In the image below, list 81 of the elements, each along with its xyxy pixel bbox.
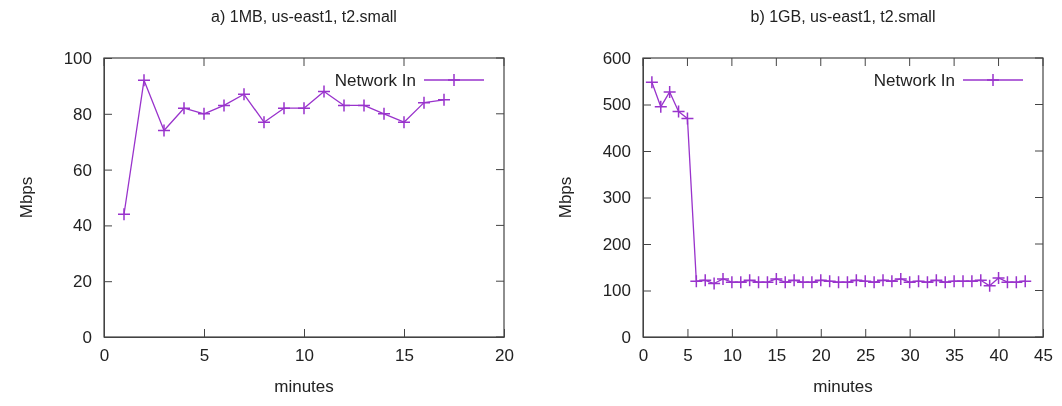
y-tick-label: 100 (602, 281, 631, 301)
x-tick-label: 40 (989, 346, 1009, 366)
point (885, 274, 899, 288)
point (177, 101, 191, 115)
point (137, 73, 151, 88)
y-tick-label: 200 (602, 234, 631, 254)
y-tick-label: 300 (602, 188, 631, 208)
point (257, 115, 271, 129)
y-tick-label: 0 (82, 327, 92, 347)
y-tick-label: 0 (621, 327, 631, 347)
point (357, 98, 371, 113)
x-axis-title: minutes (274, 377, 334, 396)
x-tick-label: 5 (199, 346, 210, 366)
point (337, 98, 351, 113)
point (662, 85, 677, 99)
point (858, 274, 872, 288)
y-tick-label: 600 (602, 48, 631, 68)
point (911, 274, 926, 288)
x-tick-label: 35 (945, 346, 965, 366)
x-tick-label: 10 (295, 346, 314, 366)
point (822, 274, 837, 288)
legend-label: Network In (334, 70, 416, 90)
point (707, 276, 721, 291)
x-axis-title: minutes (813, 377, 873, 396)
point (742, 273, 757, 288)
x-tick-label: 20 (811, 346, 831, 366)
y-tick-label: 80 (73, 104, 92, 124)
y-tick-label: 500 (602, 95, 631, 115)
x-tick-label: 30 (900, 346, 920, 366)
x-tick-label: 0 (99, 346, 110, 366)
point (902, 275, 917, 289)
x-tick-label: 45 (1034, 346, 1053, 366)
chart-title: a) 1MB, us-east1, t2.small (211, 8, 397, 25)
point (1018, 274, 1032, 288)
point (217, 98, 231, 113)
point (377, 107, 391, 121)
y-tick-label: 100 (63, 48, 92, 68)
y-tick-label: 40 (73, 216, 92, 236)
point (778, 275, 792, 289)
point (894, 272, 908, 286)
point (417, 95, 431, 110)
point (157, 123, 171, 138)
point (654, 100, 668, 114)
point (867, 275, 881, 289)
chart-title: b) 1GB, us-east1, t2.small (750, 8, 936, 25)
y-tick-label: 400 (602, 141, 631, 161)
x-tick-label: 15 (767, 346, 787, 366)
y-axis-title: Mbps (17, 176, 36, 219)
point (769, 272, 784, 286)
x-tick-label: 25 (856, 346, 876, 366)
x-tick-label: 0 (638, 346, 649, 366)
point (645, 75, 659, 89)
point (716, 272, 730, 286)
point (1009, 275, 1024, 289)
point (277, 101, 291, 115)
point (117, 207, 131, 221)
y-tick-label: 20 (73, 272, 92, 292)
point (698, 273, 712, 288)
x-tick-label: 5 (683, 346, 693, 366)
point (317, 84, 331, 99)
point (840, 275, 855, 289)
point (805, 275, 819, 289)
point (938, 275, 952, 289)
y-axis-title: Mbps (556, 176, 575, 219)
y-tick-label: 60 (73, 160, 92, 180)
x-tick-label: 10 (722, 346, 742, 366)
point (297, 101, 311, 115)
point (965, 274, 979, 288)
point (929, 273, 944, 288)
point (197, 107, 211, 121)
point (734, 275, 748, 289)
point (787, 273, 801, 288)
point (689, 274, 704, 288)
x-tick-label: 15 (395, 346, 414, 366)
legend-label: Network In (873, 70, 955, 90)
point (920, 275, 935, 289)
x-tick-label: 20 (495, 346, 514, 366)
point (760, 275, 775, 289)
point (237, 87, 251, 102)
point (437, 93, 451, 107)
point (397, 115, 411, 129)
